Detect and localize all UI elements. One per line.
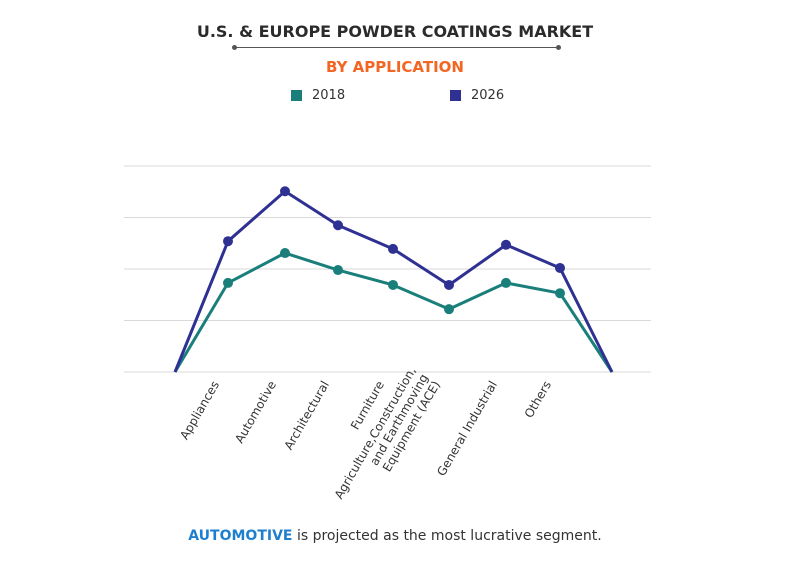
legend-swatch — [291, 90, 302, 101]
chart-title: U.S. & EUROPE POWDER COATINGS MARKET — [196, 22, 594, 41]
footer-note: AUTOMOTIVE is projected as the most lucr… — [0, 528, 790, 544]
data-point-2018 — [444, 304, 454, 315]
data-point-2026 — [444, 279, 454, 290]
data-point-2026 — [555, 262, 565, 273]
legend-item-2026: 2026 — [450, 88, 504, 103]
x-tick-label: Appliances — [177, 379, 222, 443]
title-divider — [234, 47, 558, 48]
data-point-2018 — [501, 277, 511, 288]
x-tick-label: Agriculture,Construction,and Earthmoving… — [332, 365, 443, 516]
data-point-2018 — [280, 248, 290, 259]
divider-dot — [232, 45, 237, 50]
data-point-2026 — [501, 239, 511, 250]
data-point-2018 — [223, 277, 233, 288]
data-point-2026 — [223, 236, 233, 247]
data-point-2018 — [388, 279, 398, 290]
legend-item-2018: 2018 — [291, 88, 345, 103]
data-point-2018 — [555, 288, 565, 299]
data-point-2018 — [333, 265, 343, 276]
data-point-2026 — [333, 220, 343, 231]
legend-label: 2018 — [312, 88, 346, 103]
data-point-2026 — [280, 186, 290, 197]
x-tick-label: Others — [522, 379, 554, 421]
data-point-2026 — [388, 243, 398, 254]
divider-dot — [556, 45, 561, 50]
footer-highlight: AUTOMOTIVE — [188, 528, 293, 544]
footer-text: is projected as the most lucrative segme… — [292, 528, 602, 544]
legend-swatch — [450, 90, 461, 101]
x-tick-label: General Industrial — [434, 379, 500, 479]
x-tick-label: Architectural — [281, 379, 332, 453]
legend-label: 2026 — [471, 88, 505, 103]
chart-subtitle: BY APPLICATION — [325, 58, 464, 76]
x-tick-label: Automotive — [232, 379, 279, 446]
series-line-2018 — [173, 251, 614, 373]
